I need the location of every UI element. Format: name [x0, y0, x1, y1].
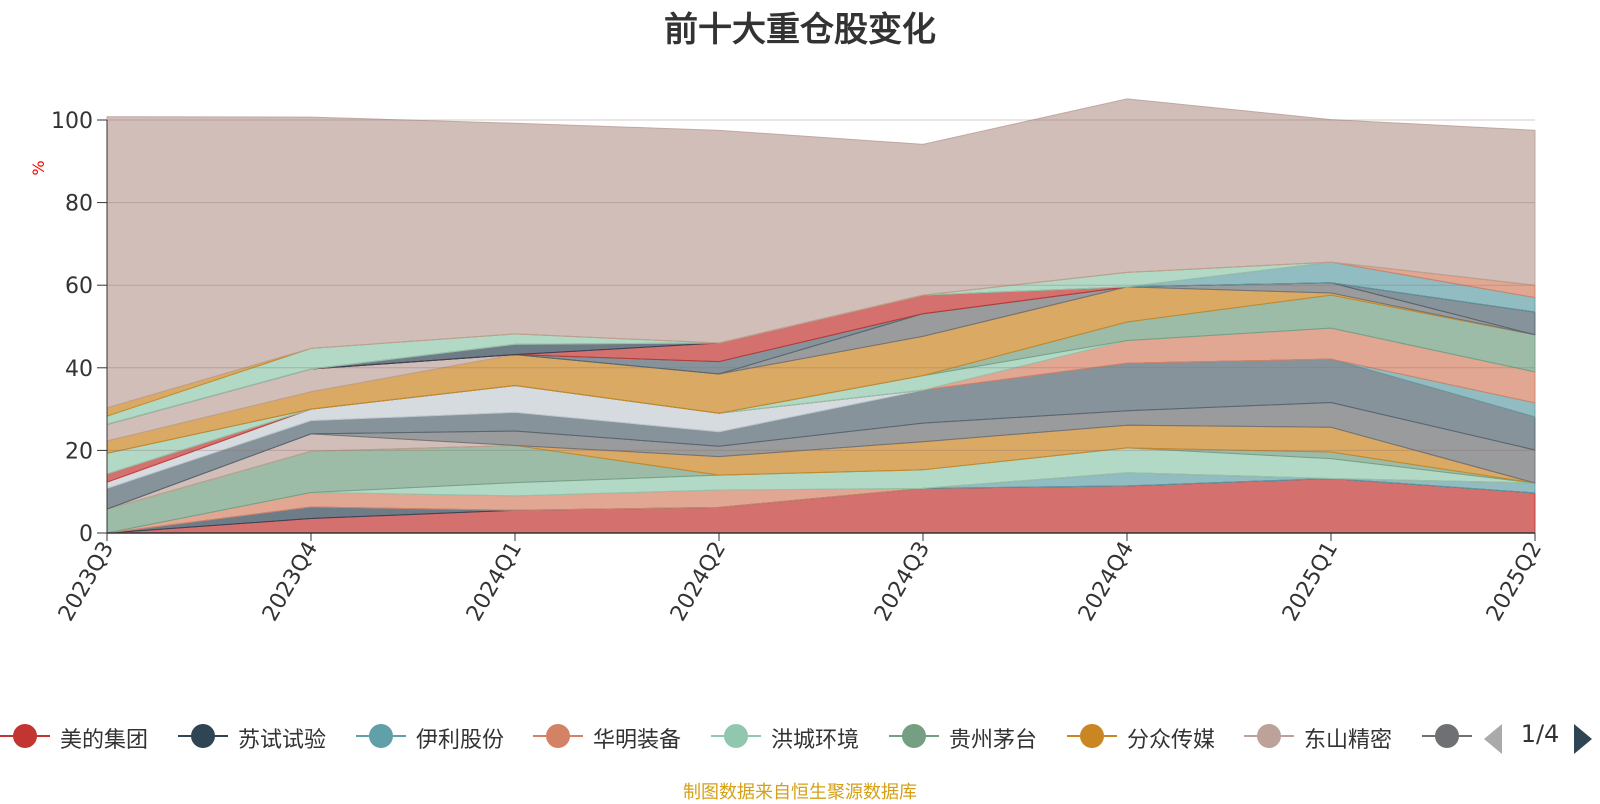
- y-tick-labels: 0 20 40 60 80 100: [51, 109, 107, 547]
- source-note: 制图数据来自恒生聚源数据库: [683, 782, 917, 803]
- legend-item[interactable]: 伊利股份: [356, 718, 532, 754]
- legend-item[interactable]: 东山精密: [1244, 718, 1420, 754]
- legend-label: 华明装备: [593, 728, 682, 753]
- x-tick-label: 2024Q3: [870, 538, 935, 626]
- x-tick-label: 2023Q4: [258, 538, 323, 626]
- x-tick-label: 2025Q1: [1278, 538, 1343, 626]
- grid-lines: [107, 119, 1535, 451]
- x-tick-labels: 2023Q3 2023Q4 2024Q1 2024Q2 2024Q3 2024Q4 2025…: [54, 533, 1547, 626]
- legend-item[interactable]: 苏试试验: [178, 718, 354, 754]
- legend-page-indicator: 1/4: [1520, 720, 1560, 748]
- x-tick-label: 2024Q4: [1074, 538, 1139, 626]
- legend-circle-icon: [546, 724, 570, 748]
- y-tick-label: 60: [65, 274, 93, 299]
- legend-label: 美的集团: [60, 728, 149, 753]
- legend-circle-icon: [369, 724, 393, 748]
- area-series-group: [106, 98, 1536, 534]
- x-tick-label: 2024Q1: [462, 538, 527, 626]
- legend-label: 伊利股份: [416, 728, 505, 753]
- chart-title: 前十大重仓股变化: [664, 10, 936, 50]
- legend-item[interactable]: 美的集团: [0, 718, 176, 754]
- legend-label: 东山精密: [1304, 728, 1393, 753]
- legend-label: 洪城环境: [771, 728, 860, 753]
- legend-item[interactable]: 华明装备: [533, 718, 709, 754]
- legend-pager: 1/4: [1476, 718, 1600, 754]
- y-tick-label: 0: [79, 522, 93, 547]
- area-series-27[interactable]: [106, 98, 1536, 409]
- legend-circle-icon: [13, 724, 37, 748]
- legend-label: 贵州茅台: [949, 728, 1038, 753]
- legend-label: 分众传媒: [1127, 728, 1216, 753]
- legend-circle-icon: [902, 724, 926, 748]
- x-tick-label: 2024Q2: [666, 538, 731, 626]
- y-tick-label: 20: [65, 439, 93, 464]
- legend-prev-page-icon[interactable]: [1484, 724, 1502, 754]
- legend-item[interactable]: 贵州茅台: [889, 718, 1065, 754]
- legend-circle-icon: [724, 724, 748, 748]
- legend-item[interactable]: 分众传媒: [1067, 718, 1243, 754]
- y-axis-unit-label: %: [29, 160, 48, 175]
- legend-next-page-icon[interactable]: [1574, 724, 1592, 754]
- y-tick-label: 80: [65, 192, 93, 217]
- y-tick-label: 100: [51, 109, 93, 134]
- y-tick-label: 40: [65, 357, 93, 382]
- x-tick-label: 2023Q3: [54, 538, 119, 626]
- legend-item[interactable]: 洪城环境: [711, 718, 887, 754]
- legend-circle-icon: [1435, 724, 1459, 748]
- legend-circle-icon: [1257, 724, 1281, 748]
- legend-circle-icon: [1080, 724, 1104, 748]
- legend: 美的集团苏试试验伊利股份华明装备洪城环境贵州茅台分众传媒东山精密浙江鼎力: [0, 718, 1600, 754]
- axes: [106, 120, 1535, 534]
- legend-label: 苏试试验: [238, 728, 327, 753]
- x-tick-label: 2025Q2: [1482, 538, 1547, 626]
- legend-circle-icon: [191, 724, 215, 748]
